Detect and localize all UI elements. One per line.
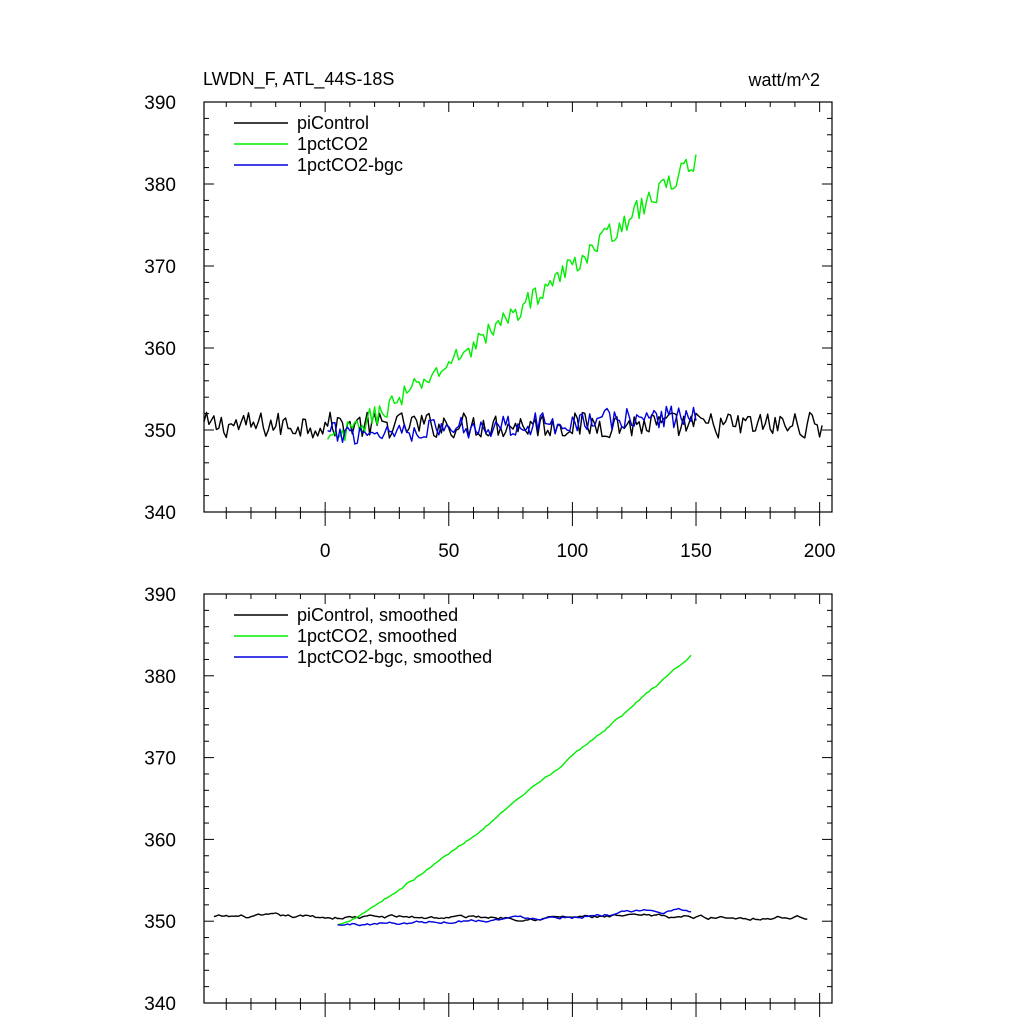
series-line-1pctco2-smoothed [337, 654, 692, 926]
x-tick-label: 50 [438, 541, 459, 562]
series-line-1pctco2 [326, 154, 697, 442]
series-line-1pctco2-bgc-smoothed [337, 907, 692, 927]
y-tick-label: 350 [144, 421, 176, 442]
series-line-1pctco2-bgc [327, 405, 697, 445]
legend-label: 1pctCO2-bgc [297, 155, 403, 175]
y-tick-label: 370 [144, 749, 176, 770]
y-tick-label: 340 [144, 503, 176, 524]
y-tick-label: 380 [144, 175, 176, 196]
series-line-picontrol-smoothed [213, 912, 808, 922]
y-tick-label: 350 [144, 912, 176, 933]
units-label: watt/m^2 [748, 70, 820, 90]
y-tick-label: 370 [144, 257, 176, 278]
plot-frame [203, 593, 833, 1004]
y-tick-label: 390 [144, 93, 176, 114]
x-tick-label: 100 [557, 541, 589, 562]
y-tick-label: 360 [144, 830, 176, 851]
legend-label: 1pctCO2, smoothed [297, 626, 457, 646]
chart-title: LWDN_F, ATL_44S-18S [203, 69, 394, 90]
plot-frame [203, 101, 833, 513]
x-tick-label: 150 [680, 541, 712, 562]
y-tick-label: 390 [144, 585, 176, 606]
legend-label: piControl [297, 113, 369, 133]
series-line-picontrol [203, 411, 823, 439]
y-tick-label: 360 [144, 339, 176, 360]
x-tick-label: 0 [320, 541, 331, 562]
y-tick-label: 340 [144, 994, 176, 1015]
legend-label: piControl, smoothed [297, 605, 458, 625]
legend-label: 1pctCO2-bgc, smoothed [297, 647, 492, 667]
x-tick-label: 200 [804, 541, 836, 562]
y-tick-label: 380 [144, 667, 176, 688]
legend-label: 1pctCO2 [297, 134, 368, 154]
